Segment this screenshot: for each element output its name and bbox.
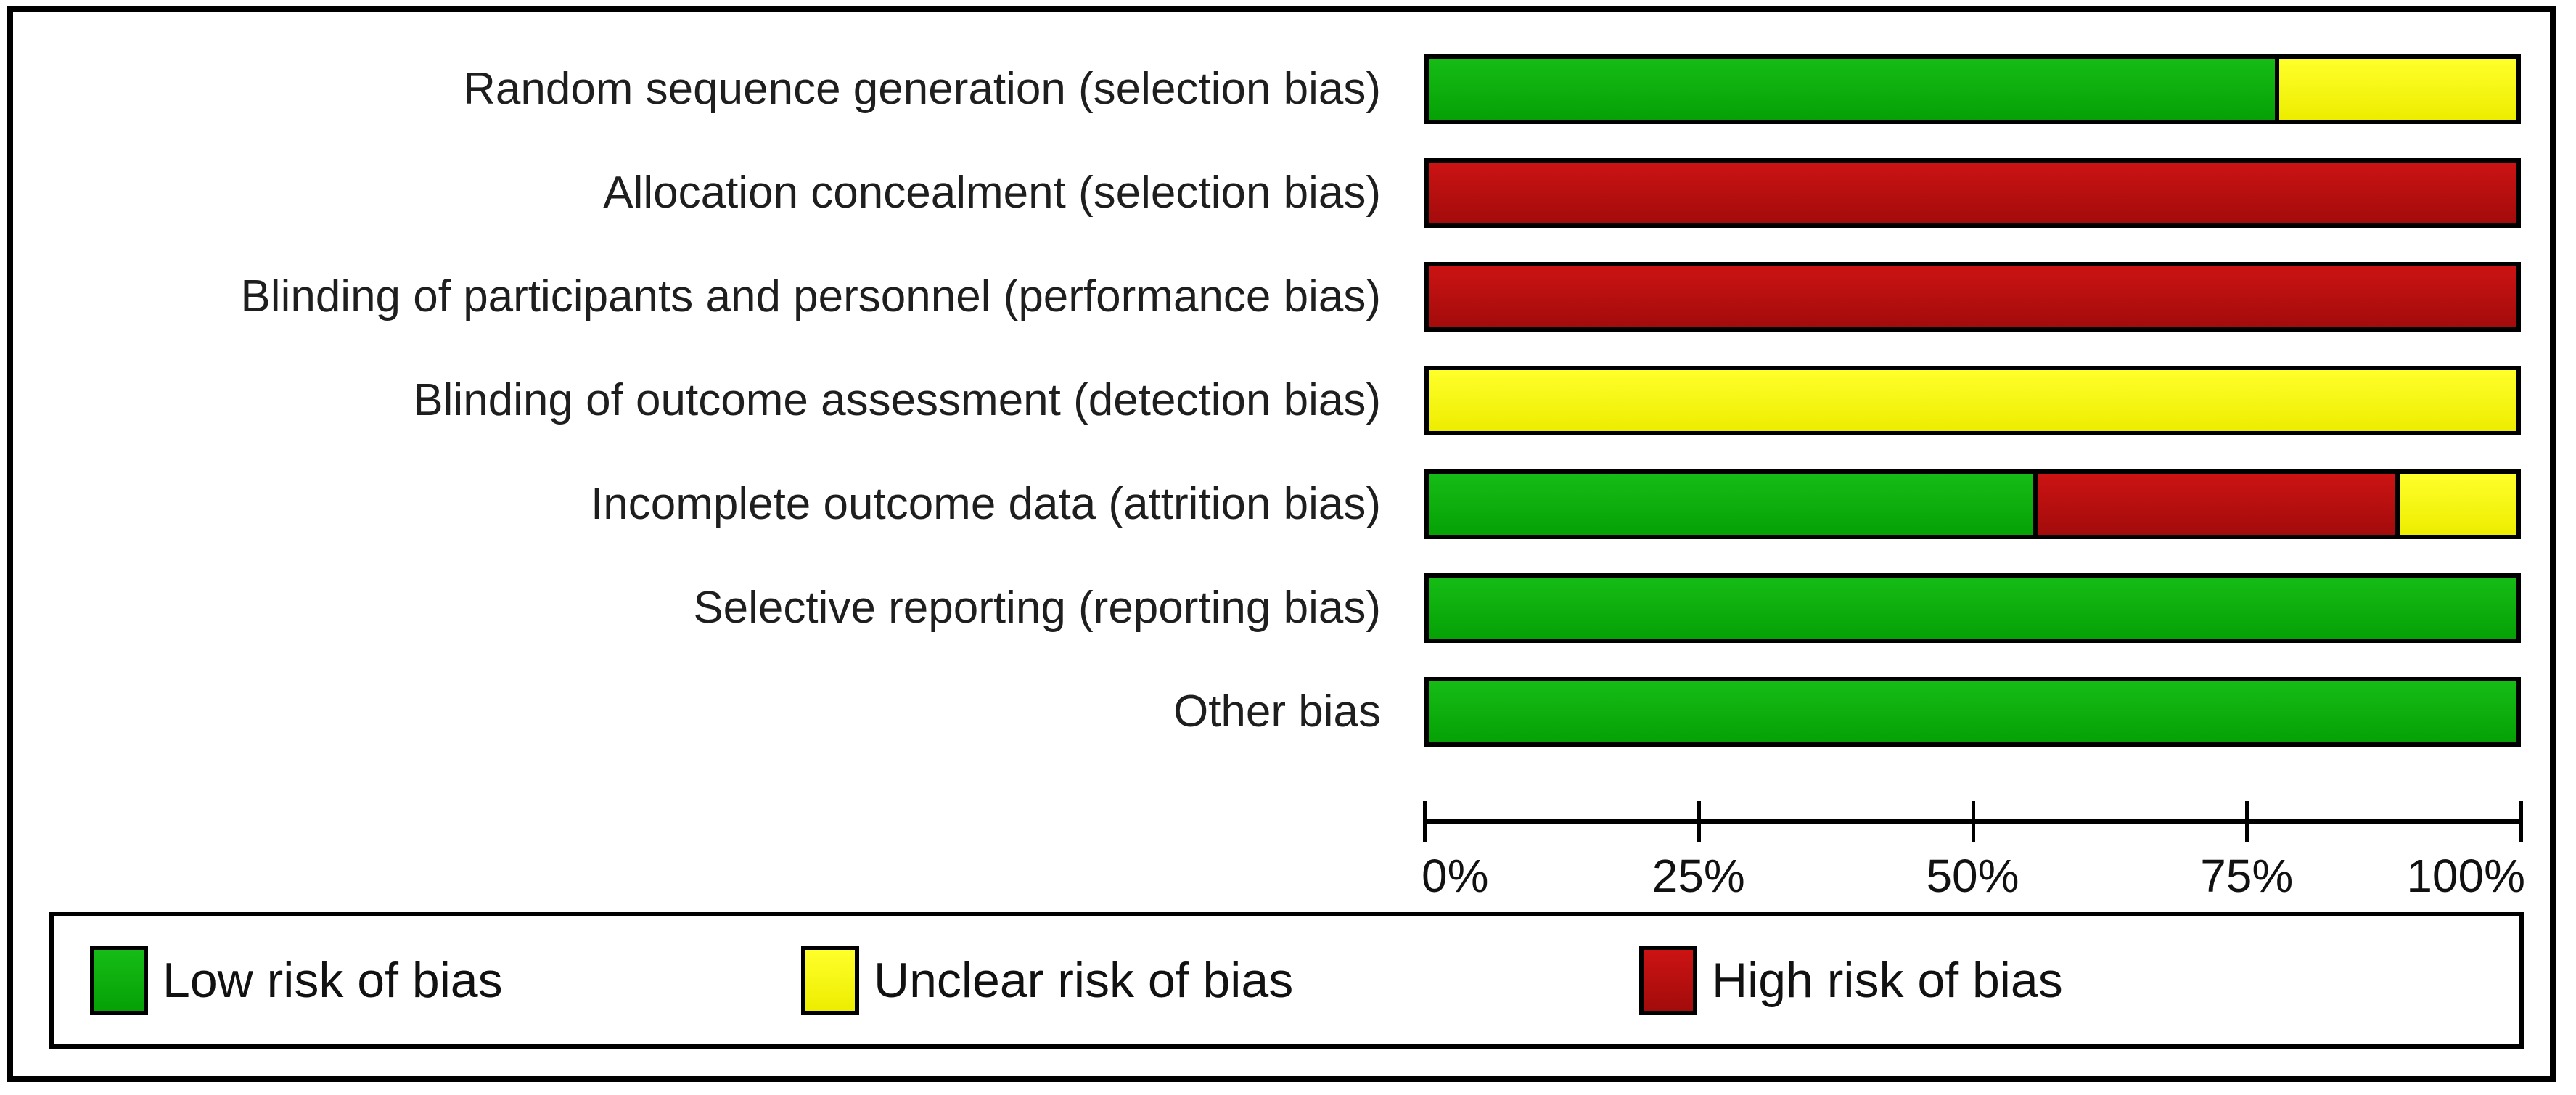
axis-tick-label: 25% bbox=[1652, 850, 1745, 902]
axis-tick bbox=[2519, 801, 2523, 842]
row-label: Selective reporting (reporting bias) bbox=[693, 583, 1381, 633]
bar-track bbox=[1424, 158, 2521, 228]
bias-row: Blinding of outcome assessment (detectio… bbox=[13, 366, 2550, 435]
row-label: Blinding of outcome assessment (detectio… bbox=[413, 375, 1381, 425]
axis-tick bbox=[1971, 801, 1975, 842]
bias-row: Random sequence generation (selection bi… bbox=[13, 54, 2550, 124]
row-label: Incomplete outcome data (attrition bias) bbox=[591, 479, 1381, 529]
bias-row: Selective reporting (reporting bias) bbox=[13, 573, 2550, 643]
bar-segment-unclear bbox=[2274, 59, 2516, 120]
axis-tick bbox=[1423, 801, 1427, 842]
bar-track bbox=[1424, 54, 2521, 124]
bar-track bbox=[1424, 469, 2521, 539]
legend-swatch-unclear-risk bbox=[801, 946, 859, 1015]
legend-label: Low risk of bias bbox=[163, 953, 503, 1008]
row-label: Random sequence generation (selection bi… bbox=[463, 64, 1381, 114]
axis-tick-label: 75% bbox=[2200, 850, 2294, 902]
bar-segment-unclear bbox=[2395, 474, 2516, 535]
bias-row: Other bias bbox=[13, 677, 2550, 747]
legend-swatch-low-risk bbox=[90, 946, 148, 1015]
legend-swatch-high-risk bbox=[1639, 946, 1697, 1015]
bar-track bbox=[1424, 262, 2521, 332]
legend-label: Unclear risk of bias bbox=[874, 953, 1294, 1008]
bar-segment-high bbox=[1429, 266, 2516, 327]
axis-tick-label: 0% bbox=[1422, 850, 1489, 902]
legend-item-high-risk: High risk of bias bbox=[1639, 946, 2063, 1015]
bar-segment-low bbox=[1429, 59, 2275, 120]
axis-tick-label: 50% bbox=[1926, 850, 2019, 902]
legend-item-unclear-risk: Unclear risk of bias bbox=[801, 946, 1293, 1015]
bar-segment-low bbox=[1429, 681, 2516, 742]
bias-row: Blinding of participants and personnel (… bbox=[13, 262, 2550, 332]
x-axis: 0% 25% 50% 75% 100% bbox=[1422, 801, 2525, 903]
bar-segment-high bbox=[1429, 163, 2516, 223]
legend-label: High risk of bias bbox=[1712, 953, 2063, 1008]
bar-track bbox=[1424, 366, 2521, 435]
axis-tick bbox=[1697, 801, 1701, 842]
bar-segment-unclear bbox=[1429, 370, 2516, 431]
bias-row: Allocation concealment (selection bias) bbox=[13, 158, 2550, 228]
bar-segment-high bbox=[2033, 474, 2396, 535]
bias-row: Incomplete outcome data (attrition bias) bbox=[13, 469, 2550, 539]
bar-track bbox=[1424, 677, 2521, 747]
bar-track bbox=[1424, 573, 2521, 643]
row-label: Blinding of participants and personnel (… bbox=[240, 271, 1381, 321]
legend: Low risk of bias Unclear risk of bias High… bbox=[49, 912, 2524, 1049]
axis-tick bbox=[2245, 801, 2249, 842]
bar-segment-low bbox=[1429, 578, 2516, 639]
row-label: Other bias bbox=[1173, 686, 1381, 737]
outer-frame: Random sequence generation (selection bi… bbox=[7, 6, 2556, 1082]
axis-tick-label: 100% bbox=[2406, 850, 2525, 902]
bar-segment-low bbox=[1429, 474, 2033, 535]
legend-item-low-risk: Low risk of bias bbox=[90, 946, 503, 1015]
row-label: Allocation concealment (selection bias) bbox=[603, 168, 1381, 218]
